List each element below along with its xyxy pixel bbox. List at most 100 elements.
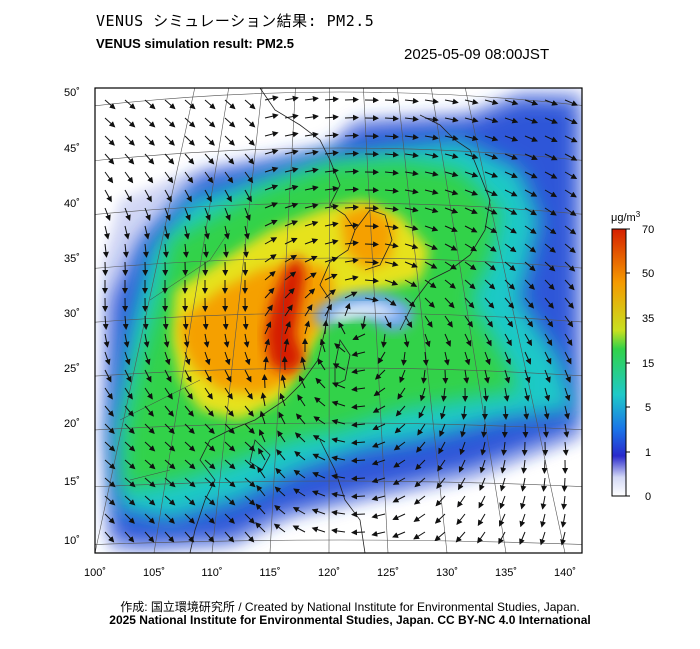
- wind-arrow: [124, 477, 136, 488]
- wind-arrow: [504, 225, 517, 234]
- wind-arrow: [564, 315, 574, 328]
- wind-arrow: [304, 288, 316, 299]
- wind-arrow: [124, 153, 135, 165]
- lon-label-130: 130˚: [436, 567, 458, 579]
- wind-arrow: [244, 207, 251, 222]
- wind-arrow: [332, 363, 346, 371]
- wind-arrow: [560, 531, 567, 546]
- wind-arrow: [479, 477, 486, 491]
- wind-arrow: [104, 351, 111, 366]
- wind-arrow: [544, 351, 552, 365]
- wind-arrow: [540, 495, 547, 510]
- wind-arrow: [364, 259, 379, 266]
- wind-arrow: [317, 358, 326, 371]
- wind-arrow: [404, 170, 419, 177]
- wind-arrow: [244, 513, 255, 524]
- colorbar-label-50: 50: [642, 268, 654, 280]
- wind-arrow: [275, 467, 286, 479]
- wind-arrow: [284, 95, 299, 102]
- lat-label-15: 15˚: [64, 476, 80, 488]
- wind-arrow: [564, 333, 573, 346]
- wind-arrow: [264, 166, 279, 173]
- wind-arrow: [184, 441, 196, 452]
- wind-arrow: [564, 207, 577, 216]
- wind-arrow: [364, 277, 379, 284]
- wind-arrow: [124, 207, 131, 222]
- wind-arrow: [384, 187, 399, 194]
- wind-arrow: [544, 117, 558, 124]
- graticule: [95, 88, 582, 553]
- title-english: VENUS simulation result: PM2.5: [96, 36, 294, 51]
- latitude-line: [95, 312, 582, 323]
- wind-arrow: [184, 153, 195, 165]
- wind-arrow: [264, 304, 273, 317]
- wind-arrow: [104, 99, 116, 110]
- wind-arrow: [164, 171, 174, 184]
- wind-arrow: [274, 505, 286, 515]
- wind-arrow: [304, 320, 311, 335]
- wind-arrow: [104, 153, 115, 165]
- wind-arrow: [501, 441, 508, 456]
- wind-arrow: [184, 423, 195, 435]
- wind-arrow: [284, 220, 299, 227]
- wind-arrow: [563, 423, 570, 438]
- wind-arrow: [540, 513, 546, 528]
- longitude-line: [363, 88, 389, 553]
- wind-arrow: [164, 441, 176, 452]
- wind-arrow: [300, 356, 307, 371]
- wind-arrow: [322, 320, 329, 335]
- wind-arrow: [524, 135, 538, 142]
- wind-arrow: [564, 387, 571, 402]
- wind-arrow: [464, 153, 479, 160]
- wind-arrow: [344, 186, 359, 193]
- wind-arrow: [143, 333, 150, 348]
- wind-arrow: [304, 255, 318, 263]
- wind-arrow: [424, 116, 439, 123]
- wind-arrow: [224, 531, 235, 543]
- wind-arrow: [224, 513, 235, 524]
- wind-arrow: [244, 99, 256, 110]
- latitude-line: [95, 147, 582, 161]
- wind-arrow: [144, 171, 154, 184]
- wind-arrow: [164, 153, 175, 165]
- wind-arrow: [124, 171, 134, 184]
- wind-arrow: [444, 153, 459, 159]
- colorbar-gradient: [611, 228, 627, 497]
- wind-arrow: [144, 459, 156, 470]
- wind-arrow: [464, 135, 479, 142]
- wind-arrow: [284, 113, 299, 120]
- lat-label-50: 50˚: [64, 87, 80, 99]
- wind-arrow: [284, 271, 297, 281]
- wind-arrow: [441, 387, 447, 402]
- wind-arrow: [284, 237, 298, 245]
- wind-arrow: [484, 117, 499, 124]
- wind-arrow: [224, 135, 235, 146]
- wind-arrow: [311, 526, 326, 533]
- wind-arrow: [224, 459, 236, 470]
- wind-arrow: [524, 207, 537, 216]
- wind-arrow: [304, 167, 319, 174]
- wind-arrow: [464, 261, 477, 271]
- wind-arrow: [351, 475, 366, 482]
- wind-arrow: [399, 369, 406, 384]
- wind-arrow: [144, 351, 151, 366]
- wind-arrow: [264, 270, 276, 281]
- wind-arrow: [104, 207, 111, 222]
- wind-arrow: [244, 135, 255, 146]
- wind-arrow: [484, 135, 499, 142]
- wind-arrow: [477, 513, 486, 527]
- wind-arrow: [256, 485, 266, 497]
- wind-arrow: [264, 321, 272, 335]
- wind-arrow: [444, 171, 459, 178]
- wind-arrow: [484, 153, 499, 160]
- wind-vectors: [102, 95, 578, 546]
- wind-arrow: [102, 243, 109, 258]
- wind-arrow: [284, 287, 295, 299]
- wind-arrow: [444, 134, 459, 141]
- wind-arrow: [464, 315, 473, 328]
- wind-arrow: [564, 189, 577, 198]
- wind-arrow: [384, 297, 397, 306]
- wind-arrow: [311, 508, 326, 515]
- wind-arrow: [371, 512, 386, 519]
